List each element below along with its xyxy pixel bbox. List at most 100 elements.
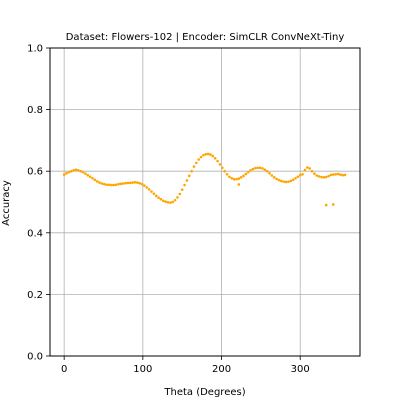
- axis-ticks: 0 100 200 300 0.0 0.2 0.4 0.6 0.8 1.0: [27, 44, 310, 376]
- data-point: [331, 203, 335, 206]
- data-point: [154, 194, 158, 198]
- data-point: [308, 167, 311, 170]
- data-point: [327, 174, 330, 178]
- data-point: [204, 152, 208, 156]
- x-tick-label: 200: [212, 364, 231, 375]
- data-point: [237, 183, 241, 186]
- x-tick-label: 300: [291, 364, 310, 375]
- data-point: [315, 174, 319, 177]
- data-point: [305, 166, 309, 169]
- data-point: [301, 172, 304, 176]
- data-point: [277, 178, 281, 182]
- data-point: [343, 173, 347, 177]
- data-point: [65, 172, 68, 175]
- data-point: [206, 152, 210, 156]
- data-point: [298, 173, 302, 177]
- data-point: [185, 179, 189, 182]
- data-point: [287, 180, 290, 183]
- data-point: [79, 169, 82, 173]
- data-points: [62, 152, 347, 207]
- data-point: [136, 181, 139, 184]
- x-tick-label: 100: [133, 364, 152, 375]
- data-point: [173, 198, 177, 202]
- data-point: [102, 182, 106, 186]
- data-point: [317, 175, 321, 178]
- data-point: [218, 163, 222, 166]
- data-point: [105, 183, 108, 187]
- data-point: [133, 180, 137, 184]
- data-point: [119, 182, 123, 186]
- data-point: [81, 170, 85, 174]
- data-point: [265, 169, 269, 173]
- data-point: [171, 200, 175, 204]
- y-tick-label: 0.2: [27, 290, 43, 301]
- data-point: [62, 173, 66, 176]
- data-point: [178, 192, 182, 196]
- data-point: [100, 182, 104, 185]
- data-point: [202, 153, 205, 157]
- data-point: [169, 201, 172, 204]
- data-point: [84, 172, 87, 175]
- data-point: [256, 166, 260, 170]
- data-point: [145, 186, 149, 189]
- data-point: [254, 166, 257, 170]
- data-point: [93, 178, 97, 182]
- data-point: [140, 182, 144, 186]
- data-point: [296, 175, 300, 179]
- data-point: [117, 182, 120, 186]
- data-point: [223, 169, 226, 173]
- data-point: [86, 173, 90, 177]
- data-point: [225, 172, 229, 176]
- data-point: [110, 183, 113, 187]
- data-point: [124, 181, 127, 185]
- data-point: [164, 200, 167, 203]
- data-point: [322, 176, 326, 179]
- data-point: [107, 183, 111, 187]
- data-point: [138, 181, 141, 185]
- y-tick-label: 0.0: [27, 352, 43, 363]
- data-point: [320, 175, 323, 179]
- data-point: [232, 177, 236, 181]
- data-point: [159, 197, 163, 201]
- data-point: [289, 179, 293, 183]
- data-point: [272, 176, 276, 179]
- data-point: [131, 181, 134, 184]
- data-point: [112, 183, 116, 187]
- data-point: [150, 190, 153, 193]
- data-point: [228, 175, 231, 179]
- data-point: [98, 181, 101, 184]
- data-point: [310, 169, 314, 173]
- data-point: [69, 169, 73, 173]
- y-tick-label: 0.6: [27, 167, 43, 178]
- plot-frame: [49, 47, 361, 357]
- data-point: [284, 180, 288, 184]
- data-point: [291, 178, 295, 182]
- data-point: [128, 181, 132, 185]
- data-point: [336, 172, 340, 176]
- data-point: [268, 172, 271, 175]
- data-point: [339, 173, 342, 176]
- data-point: [216, 159, 219, 163]
- data-point: [114, 183, 118, 187]
- data-point: [91, 176, 94, 180]
- data-point: [195, 161, 198, 165]
- data-point: [275, 177, 278, 181]
- data-point: [67, 170, 71, 174]
- data-point: [190, 169, 193, 173]
- data-point: [157, 196, 160, 199]
- data-point: [147, 188, 151, 191]
- data-point: [261, 167, 264, 170]
- x-axis-label: Theta (Degrees): [163, 387, 245, 398]
- data-point: [180, 188, 184, 191]
- y-tick-label: 0.8: [27, 105, 43, 116]
- data-point: [143, 184, 146, 187]
- data-point: [242, 174, 245, 178]
- data-point: [249, 168, 252, 172]
- data-point: [334, 172, 337, 176]
- data-point: [294, 176, 297, 180]
- data-point: [251, 167, 255, 171]
- data-point: [303, 168, 307, 172]
- data-point: [152, 192, 156, 195]
